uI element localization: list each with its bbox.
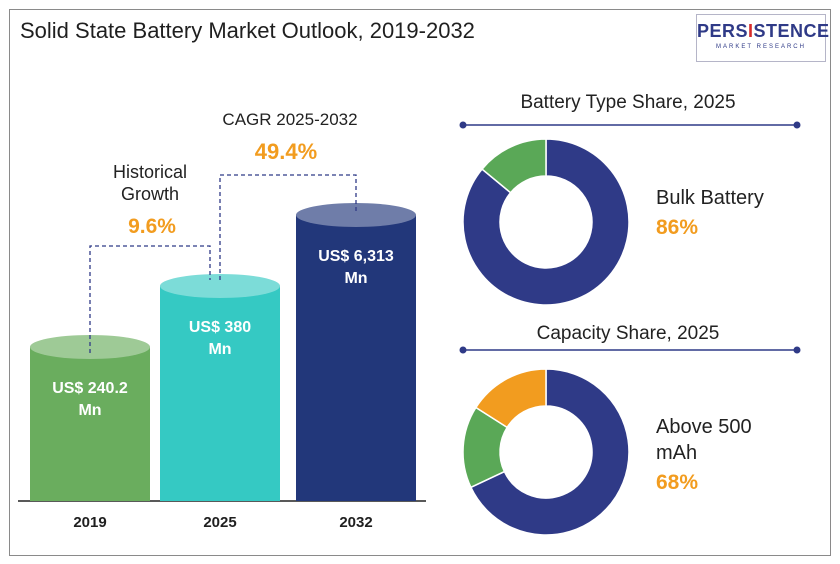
page-title: Solid State Battery Market Outlook, 2019… bbox=[20, 18, 475, 43]
bar-value-label: Mn bbox=[208, 341, 231, 358]
historical-value: 9.6% bbox=[128, 215, 176, 238]
x-tick-label: 2025 bbox=[203, 514, 236, 531]
battery-type-donut-slice-1 bbox=[480, 138, 547, 194]
battery-type-donut-rule-dot bbox=[459, 121, 467, 129]
battery-type-donut-label: Bulk Battery bbox=[656, 187, 764, 209]
capacity-donut-value: 68% bbox=[656, 471, 698, 494]
logo-wordmark: PERSISTENCE bbox=[697, 21, 829, 42]
bar-value-label: US$ 240.2 bbox=[52, 380, 128, 397]
logo-accent: I bbox=[748, 21, 754, 41]
logo-pre: PERS bbox=[697, 21, 749, 41]
x-tick-label: 2032 bbox=[339, 514, 372, 531]
historical-label: Historical bbox=[113, 162, 187, 182]
bar-2025 bbox=[160, 286, 280, 501]
battery-type-donut-value: 86% bbox=[656, 216, 698, 239]
capacity-donut-title: Capacity Share, 2025 bbox=[537, 323, 720, 344]
battery-type-donut-slice-0 bbox=[462, 138, 630, 306]
bar-value-label: US$ 380 bbox=[189, 319, 251, 336]
historical-label: Growth bbox=[121, 184, 179, 204]
cagr-value: 49.4% bbox=[255, 139, 317, 164]
capacity-donut-slice-2 bbox=[474, 368, 547, 429]
capacity-donut-label: mAh bbox=[656, 442, 697, 464]
bar-top-2019 bbox=[30, 335, 150, 359]
cagr-label: CAGR 2025-2032 bbox=[222, 110, 357, 129]
capacity-donut-label: Above 500 bbox=[656, 416, 752, 438]
bar-top-2032 bbox=[296, 203, 416, 227]
capacity-donut-slice-0 bbox=[469, 368, 630, 536]
battery-type-donut-title: Battery Type Share, 2025 bbox=[520, 92, 735, 113]
logo-subtitle: MARKET RESEARCH bbox=[716, 44, 806, 50]
bar-value-label: US$ 6,313 bbox=[318, 248, 394, 265]
bar-value-label: Mn bbox=[344, 270, 367, 287]
capacity-donut-rule-dot bbox=[793, 346, 801, 354]
bar-2032 bbox=[296, 215, 416, 501]
battery-type-donut-rule-dot bbox=[793, 121, 801, 129]
logo-post: STENCE bbox=[753, 21, 830, 41]
bar-2019 bbox=[30, 347, 150, 501]
cagr-connector bbox=[219, 174, 357, 280]
bar-top-2025 bbox=[160, 274, 280, 298]
brand-logo: PERSISTENCE MARKET RESEARCH bbox=[696, 14, 829, 62]
capacity-donut-rule-dot bbox=[459, 346, 467, 354]
bar-value-label: Mn bbox=[78, 402, 101, 419]
x-tick-label: 2019 bbox=[73, 514, 106, 531]
